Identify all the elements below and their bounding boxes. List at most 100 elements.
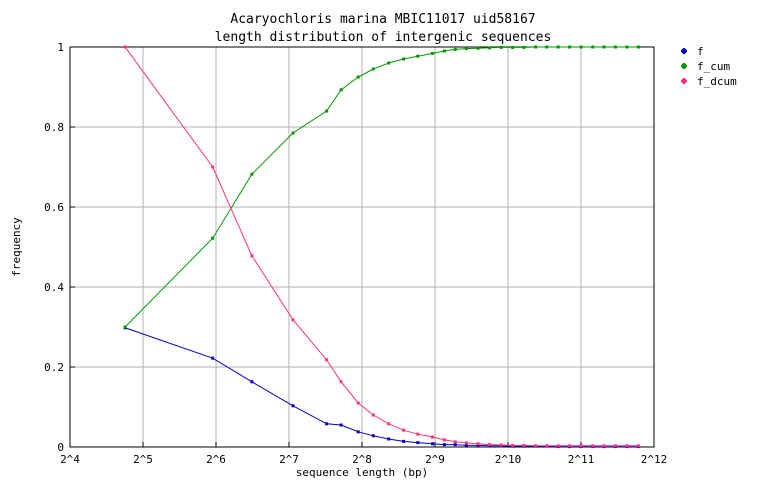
- data-point: [453, 47, 457, 51]
- y-axis: 0 0.2 0.4 0.6 0.8 1: [44, 41, 75, 454]
- data-point: [591, 45, 595, 49]
- data-point: [556, 45, 560, 49]
- data-point: [476, 443, 480, 447]
- data-point: [464, 47, 468, 51]
- data-point: [371, 413, 375, 417]
- series-line: [124, 327, 639, 448]
- data-point: [123, 325, 127, 329]
- data-point: [579, 45, 583, 49]
- data-point: [402, 439, 406, 443]
- data-point: [211, 356, 215, 360]
- data-point: [431, 435, 434, 439]
- legend-label: f_dcum: [697, 75, 737, 88]
- data-point: [568, 45, 572, 49]
- data-point: [291, 318, 295, 322]
- x-tick-label: 2^11: [568, 453, 595, 466]
- x-tick-label: 2^5: [133, 453, 153, 466]
- data-point: [211, 165, 215, 169]
- y-tick-label: 0: [57, 441, 64, 454]
- data-point: [431, 51, 434, 55]
- data-point: [356, 401, 360, 405]
- y-tick-label: 1: [57, 41, 64, 54]
- data-point: [488, 46, 492, 50]
- data-point: [476, 46, 480, 50]
- data-point: [250, 254, 254, 258]
- chart-subtitle: length distribution of intergenic sequen…: [215, 30, 552, 45]
- x-axis-label: sequence length (bp): [296, 466, 428, 479]
- data-point: [402, 428, 406, 432]
- data-point: [545, 45, 549, 49]
- data-point: [579, 444, 583, 448]
- x-tick-label: 2^7: [279, 453, 299, 466]
- data-point: [488, 443, 492, 447]
- x-axis: 2^4 2^5 2^6 2^7 2^8 2^9 2^10 2^11 2^12: [60, 442, 667, 466]
- data-point: [613, 444, 617, 448]
- data-point: [416, 432, 420, 436]
- data-point: [602, 45, 606, 49]
- data-point: [387, 61, 391, 65]
- data-point: [356, 430, 360, 434]
- grid: [70, 47, 654, 447]
- legend-item: f: [681, 45, 704, 58]
- data-point: [442, 49, 446, 53]
- data-point: [371, 434, 375, 438]
- data-point: [387, 422, 391, 426]
- data-point: [499, 443, 503, 447]
- data-point: [511, 443, 515, 447]
- y-tick-label: 0.6: [44, 201, 64, 214]
- legend-label: f_cum: [697, 60, 730, 73]
- data-point: [625, 444, 629, 448]
- data-point: [464, 443, 468, 447]
- legend-label: f: [697, 45, 704, 58]
- data-point: [371, 67, 375, 71]
- data-point: [625, 45, 629, 49]
- data-point: [591, 444, 595, 448]
- data-point: [416, 54, 420, 58]
- x-tick-label: 2^10: [495, 453, 522, 466]
- data-point: [464, 441, 468, 445]
- x-tick-label: 2^12: [641, 453, 668, 466]
- data-point: [356, 75, 360, 79]
- data-point: [556, 444, 560, 448]
- x-tick-label: 2^9: [425, 453, 445, 466]
- data-point: [545, 444, 549, 448]
- data-point: [416, 441, 420, 445]
- series-group: [123, 45, 640, 449]
- data-point: [568, 444, 572, 448]
- x-tick-label: 2^6: [206, 453, 226, 466]
- data-point: [325, 422, 329, 426]
- data-point: [339, 88, 343, 92]
- data-point: [453, 440, 457, 444]
- chart-title: Acaryochloris marina MBIC11017 uid58167: [230, 12, 535, 27]
- data-point: [123, 45, 127, 49]
- legend-marker: [681, 78, 687, 84]
- legend-item: f_dcum: [681, 75, 737, 88]
- legend-item: f_cum: [681, 60, 730, 73]
- data-point: [453, 443, 457, 447]
- data-point: [211, 236, 215, 240]
- data-point: [442, 443, 446, 447]
- data-point: [534, 444, 537, 448]
- series-line: [124, 46, 639, 328]
- x-tick-label: 2^4: [60, 453, 80, 466]
- series-line: [124, 46, 639, 447]
- data-point: [325, 358, 329, 362]
- data-point: [431, 442, 434, 446]
- legend-marker: [681, 48, 687, 54]
- series-f: [123, 326, 640, 449]
- data-point: [250, 380, 254, 384]
- series-f-dcum: [123, 45, 640, 448]
- x-tick-label: 2^8: [352, 453, 372, 466]
- data-point: [339, 423, 343, 427]
- data-point: [339, 380, 343, 384]
- data-point: [602, 444, 606, 448]
- legend: f f_cum f_dcum: [681, 45, 737, 88]
- y-axis-label: frequency: [10, 217, 23, 277]
- data-point: [325, 109, 329, 113]
- data-point: [522, 443, 526, 447]
- data-point: [250, 172, 254, 176]
- data-point: [291, 404, 295, 408]
- y-tick-label: 0.2: [44, 361, 64, 374]
- y-tick-label: 0.4: [44, 281, 64, 294]
